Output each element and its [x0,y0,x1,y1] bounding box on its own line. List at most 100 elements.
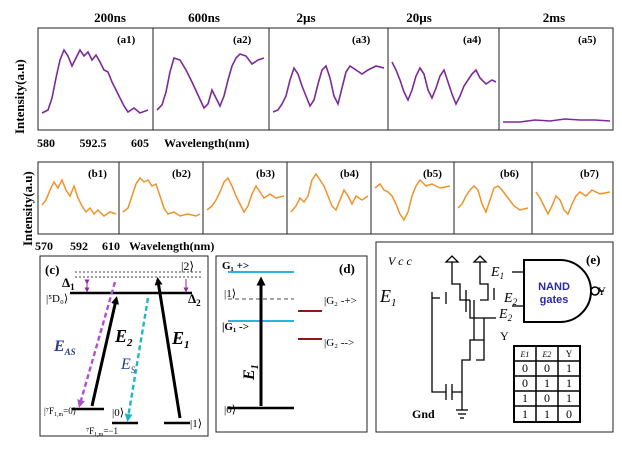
gate-text-line1: NAND [538,281,570,293]
row-a-time-label-4: 20µs [406,10,432,25]
spectrum-a1 [41,48,149,114]
g1p-label: G₁ +> [222,260,249,272]
row-b-x-tick-2: 592 [70,239,88,253]
vcc-terminal-left [444,255,460,263]
panel-b5-label: (b5) [423,168,442,180]
tt-r4c3: 0 [566,407,572,421]
e1-label: E1 [171,328,190,351]
row-b: Intensity(a.u) (b1) (b2) (b3) (b4) (b5) … [20,161,614,253]
g1m-label: |G₁ -> [222,321,249,333]
e1-left-label: E1 [379,286,397,309]
spectrum-b4 [290,172,369,213]
panel-b6-label: (b6) [500,168,519,180]
row-a-time-label-3: 2µs [296,10,315,25]
f0-label: |⁷F1,m=0⟩ [44,406,76,418]
gnd-label: Gnd [412,407,435,421]
row-a-x-tick-2: 592.5 [80,136,107,150]
panel-c-label: (c) [45,262,59,277]
spectrum-a4 [391,61,497,106]
spectrum-b3 [206,176,285,214]
panel-b4-label: (b4) [340,168,359,180]
delta1-label: Δ1 [62,275,75,292]
tt-r2c1: 0 [522,376,528,390]
spectrum-a2 [156,53,265,111]
tt-r3c1: 1 [522,391,528,405]
tt-r1c3: 1 [566,361,572,375]
e1-d-label: E1 [241,364,261,381]
e2-label: E2 [114,326,133,349]
spectrum-a3 [272,64,385,113]
ket0-label: |0⟩ [112,407,124,419]
tt-r1c2: 0 [544,361,550,375]
tt-r3c3: 1 [566,391,572,405]
spectrum-b5 [374,178,451,222]
es-label: ES [120,356,136,375]
panel-b7-frame [531,161,614,235]
panel-a3-label: (a3) [352,34,371,46]
panel-c: (c) Δ1 Δ2 |2⟩ |⁵D₀⟩ EAS E2 E1 ES |⁷F1,m=… [39,255,209,438]
row-b-x-tick-3: 610 [102,239,120,253]
gate-output-label: Y [597,284,606,298]
e-as-label: EAS [53,338,76,357]
tt-header-e1: E1 [520,350,530,359]
spectrum-b1 [41,178,117,217]
panel-e-label: (e) [586,252,600,267]
tt-r3c2: 0 [544,391,550,405]
cmos-circuit [431,262,496,419]
tt-header-e2: E2 [542,350,552,359]
gate-text-line2: gates [540,294,569,306]
g2p-label: |G₂ -+> [324,295,357,307]
spectrum-a5 [503,118,611,123]
row-a-time-label-1: 200ns [94,10,126,25]
row-b-x-label: Wavelength(nm) [129,239,214,253]
panel-a2-frame [152,27,270,131]
ket2-label: |2⟩ [181,259,194,273]
panel-a5-label: (a5) [578,34,597,46]
panel-b2-label: (b2) [172,168,191,180]
arrow-e1-up [154,277,182,419]
row-a-x-tick-1: 580 [37,136,55,150]
e1-gate-label: E1 [490,265,504,281]
panel-d: (d) G₁ +> |1⟩ |G₂ -+> |G₁ -> |G₂ --> E1 … [215,255,368,433]
tt-r2c2: 1 [544,376,550,390]
truth-table: E1 E2 Y 0 0 1 0 1 1 1 0 1 1 1 0 [513,345,581,423]
e2-gate-label-a: E2 [503,291,518,307]
vcc-terminal-right [472,255,488,263]
arrow-es-down [124,297,150,422]
e2-gate-label-b: E2 [498,307,513,323]
arrow-e2-up [90,296,120,407]
panel-a2-label: (a2) [233,34,252,46]
panel-b1-label: (b1) [88,168,107,180]
row-a-time-label-2: 600ns [188,10,220,25]
ket1-d-label: |1⟩ [224,288,236,300]
row-a: Intensity(a.u) 200ns 600ns 2µs 20µs 2ms … [12,10,614,150]
row-a-x-tick-3: 605 [131,136,149,150]
g2m-label: |G₂ --> [324,337,354,349]
tt-header-y: Y [566,349,573,359]
arrow-eas-down [77,281,117,408]
spectrum-b7 [535,189,611,216]
panel-c-frame [39,255,209,437]
panel-b7-label: (b7) [580,168,599,180]
spectrum-b6 [457,184,529,214]
tt-r2c3: 1 [566,376,572,390]
panel-d-label: (d) [339,261,355,276]
row-b-x-tick-1: 570 [35,239,53,253]
tt-r4c2: 1 [544,407,550,421]
row-a-x-label: Wavelength(nm) [164,136,249,150]
spectrum-b2 [122,176,201,217]
panel-a5-frame [498,27,614,131]
row-a-time-label-5: 2ms [543,10,565,25]
row-b-y-label: Intensity(a.u) [20,171,35,246]
tt-r1c1: 0 [522,361,528,375]
delta2-label: Δ2 [188,291,201,308]
panel-e: (e) V c c E1 Gnd Y [375,241,614,433]
panel-b3-label: (b3) [256,168,275,180]
y-node-label: Y [500,329,509,343]
panel-a4-label: (a4) [463,34,482,46]
ket1-label: |1⟩ [190,418,202,430]
tt-r4c1: 1 [522,407,528,421]
fm1-label: ⁷F1,m=−1 [86,426,118,438]
d0-label: |⁵D₀⟩ [46,293,68,305]
